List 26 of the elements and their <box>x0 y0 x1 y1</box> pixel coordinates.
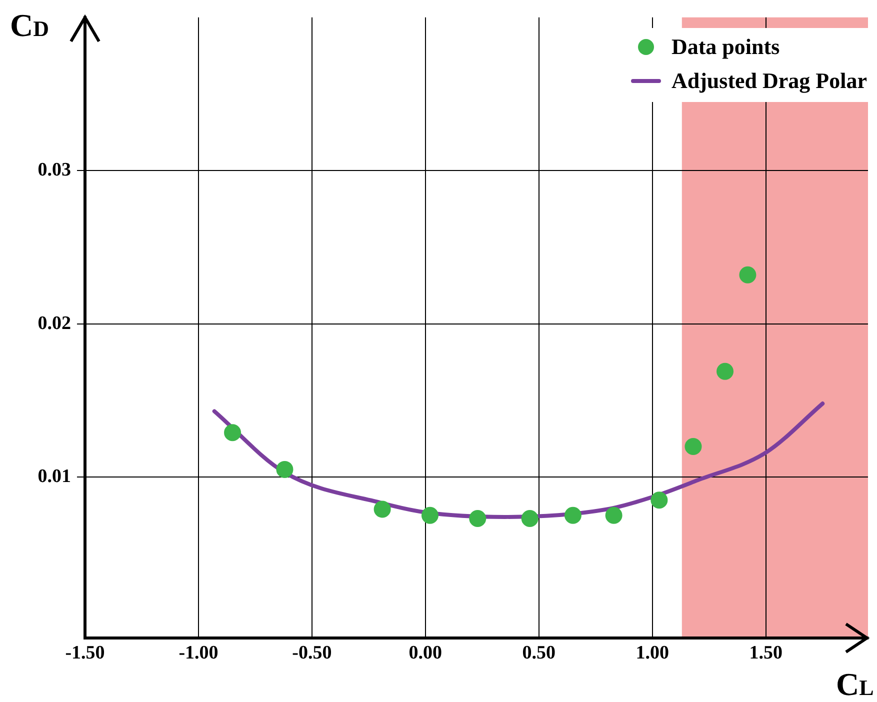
point <box>564 506 582 524</box>
x-tick-label: -1.50 <box>65 642 105 664</box>
x-axis-title: CL <box>836 666 874 702</box>
x-tick-label: 0.00 <box>408 642 442 664</box>
point <box>650 492 668 509</box>
point <box>684 438 702 455</box>
legend-label: Data points <box>671 34 780 60</box>
x-tick-label: 0.50 <box>522 642 556 664</box>
y-tick-label: 0.03 <box>38 160 71 181</box>
point <box>421 506 438 524</box>
x-tick-label: -0.50 <box>292 642 332 664</box>
point <box>739 266 756 284</box>
point <box>276 460 294 478</box>
point <box>605 506 622 524</box>
point <box>469 510 486 527</box>
point <box>521 510 538 527</box>
legend-label: Adjusted Drag Polar <box>671 68 867 94</box>
point <box>224 424 242 442</box>
y-tick-label: 0.02 <box>38 312 71 334</box>
x-tick-label: 1.00 <box>636 642 670 664</box>
y-axis-title: CD <box>10 7 49 43</box>
point <box>374 500 391 518</box>
x-tick-label: 1.50 <box>749 642 782 664</box>
point <box>716 362 734 380</box>
x-tick-label: -1.00 <box>178 642 218 664</box>
y-tick-label: 0.01 <box>38 466 71 488</box>
